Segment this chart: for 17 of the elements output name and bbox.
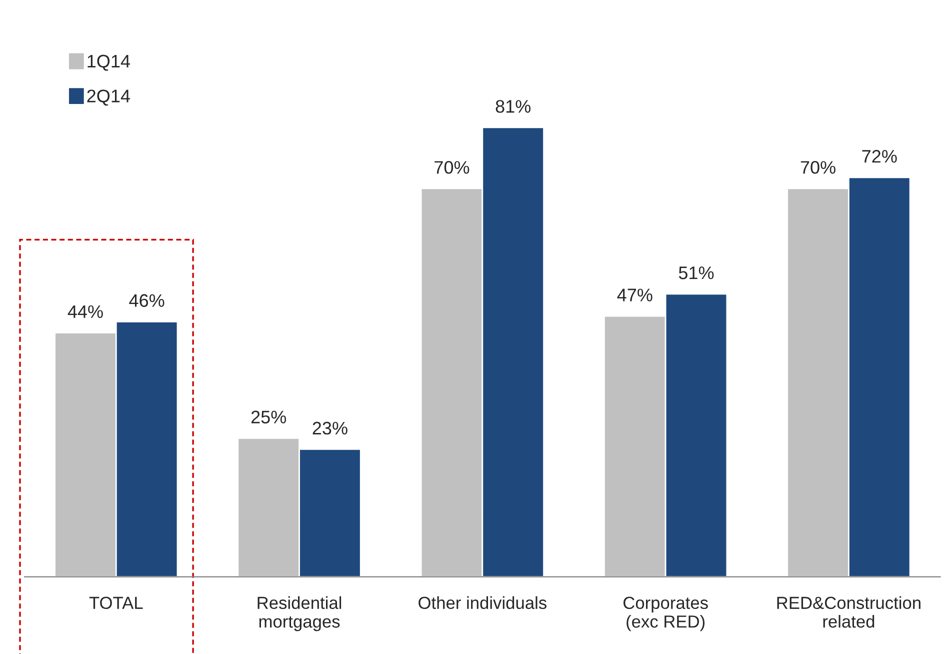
data-label: 23% — [312, 422, 348, 435]
x-tick-label: RED&Construction related — [777, 596, 920, 628]
data-label: 70% — [434, 161, 470, 174]
data-label: 81% — [496, 100, 531, 113]
x-tick-label: Residential mortgages — [258, 596, 342, 632]
data-label: 46% — [129, 294, 164, 307]
x-tick-label: Other individuals — [418, 596, 546, 610]
x-tick-label: TOTAL — [89, 596, 143, 610]
data-label: 25% — [251, 410, 286, 424]
legend-label: 1Q14 — [88, 54, 130, 71]
data-label: 44% — [68, 305, 103, 318]
x-tick-label: Corporates (exc RED) — [624, 596, 708, 632]
data-label: 47% — [617, 288, 652, 302]
data-label: 72% — [862, 150, 897, 163]
legend-label: 2Q14 — [87, 90, 130, 106]
data-label: 70% — [800, 161, 836, 174]
data-label: 51% — [678, 266, 714, 280]
